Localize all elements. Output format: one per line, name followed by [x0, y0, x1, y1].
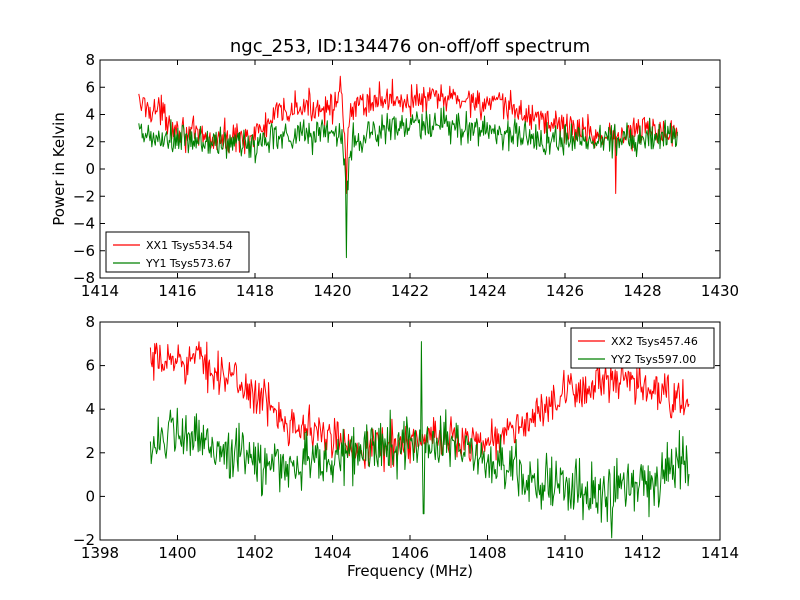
top-y-tick-label: 4 — [85, 106, 95, 124]
bottom-legend: XX2 Tsys457.46 YY2 Tsys597.00 — [570, 327, 715, 369]
top-series-2-line — [138, 106, 678, 259]
top-y-tick-label: −8 — [73, 269, 95, 287]
top-x-tick-label: 1414 — [81, 282, 119, 300]
top-x-tick-label: 1430 — [701, 282, 739, 300]
legend-entry-label: XX1 Tsys534.54 — [146, 239, 233, 252]
bottom-plot-area: 1398 1400 1402 1404 1406 1408 1410 1412 1414 8 6 4 2… — [73, 313, 739, 562]
bottom-x-tick-label: 1412 — [623, 544, 661, 562]
legend-entry-label: YY2 Tsys597.00 — [610, 353, 696, 366]
legend-entry-label: XX2 Tsys457.46 — [611, 335, 698, 348]
top-y-axis-label: Power in Kelvin — [50, 112, 68, 226]
bottom-x-tick-label: 1410 — [546, 544, 584, 562]
top-y-tick-label: 0 — [85, 160, 95, 178]
bottom-x-axis-label: Frequency (MHz) — [347, 562, 473, 580]
top-chart-title: ngc_253, ID:134476 on-off/off spectrum — [230, 36, 590, 57]
bottom-y-tick-label: 0 — [85, 487, 95, 505]
top-y-tick-label: −4 — [73, 215, 95, 233]
bottom-x-tick-label: 1404 — [313, 544, 351, 562]
top-x-tick-label: 1428 — [623, 282, 661, 300]
bottom-x-tick-label: 1398 — [81, 544, 119, 562]
top-x-tick-label: 1422 — [391, 282, 429, 300]
top-plot-area: 1414 1416 1418 1420 1422 1424 1426 1428 1430 8 6 4 2… — [73, 51, 739, 300]
bottom-y-tick-label: 6 — [85, 357, 95, 375]
top-x-tick-label: 1426 — [546, 282, 584, 300]
bottom-y-tick-label: −2 — [73, 531, 95, 549]
bottom-x-tick-label: 1406 — [391, 544, 429, 562]
legend-entry-label: YY1 Tsys573.67 — [145, 257, 231, 270]
top-y-tick-label: −2 — [73, 187, 95, 205]
bottom-x-tick-label: 1408 — [468, 544, 506, 562]
top-x-tick-label: 1418 — [236, 282, 274, 300]
bottom-y-tick-label: 2 — [85, 444, 95, 462]
top-x-tick-label: 1424 — [468, 282, 506, 300]
top-y-tick-label: 8 — [85, 51, 95, 69]
bottom-x-tick-label: 1402 — [236, 544, 274, 562]
top-x-tick-label: 1416 — [158, 282, 196, 300]
top-y-tick-label: −6 — [73, 242, 95, 260]
top-y-tick-label: 6 — [85, 78, 95, 96]
top-legend: XX1 Tsys534.54 YY1 Tsys573.67 — [105, 231, 250, 273]
bottom-series-2-line — [149, 341, 690, 539]
top-subplot: ngc_253, ID:134476 on-off/off spectrum P… — [50, 36, 739, 300]
bottom-subplot: Frequency (MHz) 1398 1400 1402 1404 1406 1408… — [73, 313, 739, 580]
top-x-tick-label: 1420 — [313, 282, 351, 300]
bottom-x-tick-label: 1414 — [701, 544, 739, 562]
bottom-x-tick-label: 1400 — [158, 544, 196, 562]
bottom-y-tick-label: 8 — [85, 313, 95, 331]
top-series-1-line — [138, 75, 678, 194]
bottom-y-tick-label: 4 — [85, 400, 95, 418]
top-y-tick-label: 2 — [85, 133, 95, 151]
